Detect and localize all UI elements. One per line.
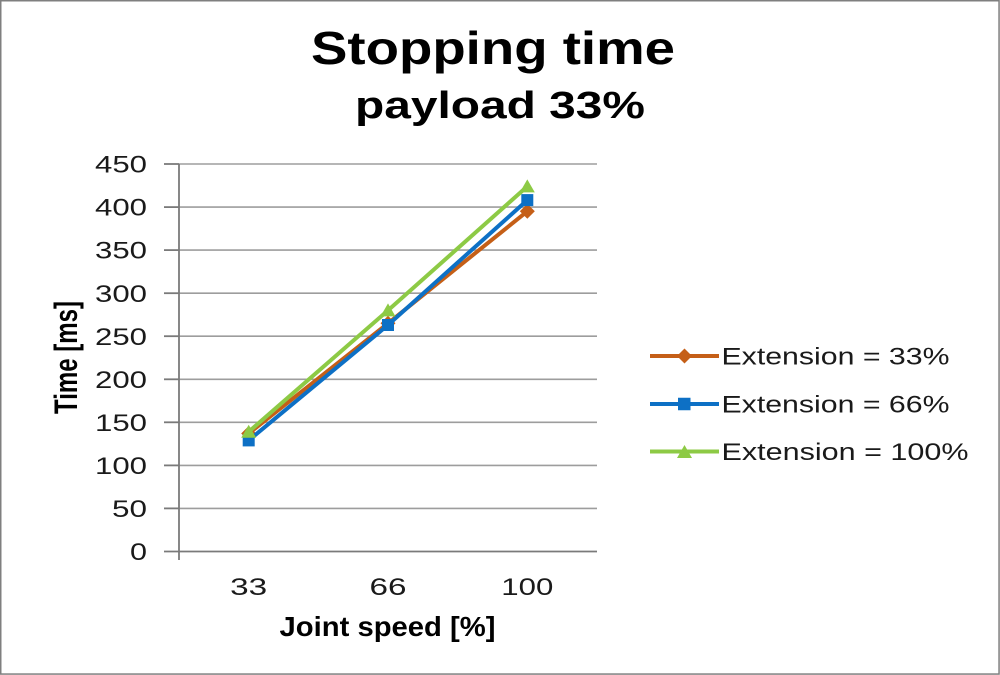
svg-text:100: 100 (95, 453, 147, 480)
svg-text:Time [ms]: Time [ms] (48, 301, 84, 414)
svg-text:payload 33%: payload 33% (355, 85, 645, 127)
svg-text:0: 0 (130, 539, 147, 566)
svg-text:Joint speed [%]: Joint speed [%] (280, 611, 496, 642)
svg-text:200: 200 (95, 367, 147, 394)
svg-text:350: 350 (95, 238, 147, 265)
svg-text:300: 300 (95, 281, 147, 308)
svg-text:100: 100 (501, 574, 553, 601)
svg-text:Extension = 66%: Extension = 66% (722, 392, 950, 419)
svg-text:450: 450 (95, 152, 147, 179)
svg-text:250: 250 (95, 324, 147, 351)
svg-text:Extension = 33%: Extension = 33% (722, 344, 950, 371)
svg-text:400: 400 (95, 195, 147, 222)
svg-text:150: 150 (95, 410, 147, 437)
svg-text:33: 33 (230, 574, 267, 601)
svg-text:Extension = 100%: Extension = 100% (722, 439, 969, 466)
svg-text:Stopping time: Stopping time (311, 22, 675, 74)
svg-text:66: 66 (370, 574, 407, 601)
svg-text:50: 50 (112, 496, 147, 523)
